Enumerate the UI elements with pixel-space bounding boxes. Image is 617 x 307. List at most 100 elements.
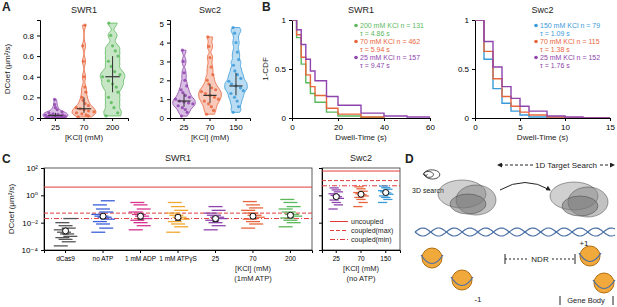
complex (562, 196, 598, 216)
point (47, 111, 50, 114)
tick: 5 (518, 118, 523, 132)
point (87, 104, 90, 107)
bracket (552, 259, 575, 260)
tick-mark (65, 250, 66, 253)
plot-frame (322, 168, 400, 250)
dna (415, 228, 615, 236)
axis: 00.20.40.60.8 (23, 21, 41, 124)
tick: 60 (426, 118, 435, 132)
tick (319, 168, 322, 169)
axis-title: [KCl] (mM) (235, 264, 271, 273)
point (379, 185, 388, 186)
tick-mark (37, 77, 40, 78)
tick-mark (167, 99, 170, 100)
tick-mark (384, 118, 385, 121)
point (182, 71, 185, 74)
quartile-range (235, 73, 236, 96)
tick-label: 2 (160, 76, 165, 85)
tick: 1 (160, 95, 170, 104)
point (239, 77, 242, 80)
point (114, 49, 117, 52)
axis-line (472, 21, 476, 119)
chart: CSWR110⁻⁴10⁻²10⁰10²dCas9no ATP1 mM ADP1 … (2, 152, 313, 283)
violin (100, 23, 125, 116)
point (180, 115, 183, 118)
tick-mark (319, 195, 322, 196)
tick-label: 0.5 (275, 65, 287, 74)
median (177, 100, 190, 101)
swirl (423, 170, 439, 179)
legend-label: coupled(min) (351, 236, 391, 244)
median (105, 76, 119, 77)
tick: 200 (106, 118, 120, 132)
tick-label: 10⁻⁴ (21, 246, 38, 255)
legend-label: 150 mM KCl n = 79 (540, 22, 600, 29)
nucleosome (422, 248, 442, 268)
point (85, 113, 88, 116)
point (227, 80, 230, 83)
quartile-range (55, 113, 56, 117)
point (183, 79, 186, 82)
tick-label: dCas9 (56, 255, 75, 262)
mean (212, 216, 218, 222)
tick: 10⁻⁴ (21, 246, 44, 255)
axis-line (293, 119, 431, 122)
axis-line (41, 169, 45, 251)
mean (100, 213, 106, 219)
tick-mark (37, 118, 40, 119)
point (243, 201, 257, 202)
arrow (600, 165, 614, 166)
tick-label: no ATP (93, 255, 114, 262)
tick-mark (252, 250, 253, 253)
point (168, 202, 182, 203)
point (212, 109, 215, 112)
tick: 150 (380, 250, 391, 262)
axis (319, 169, 323, 251)
tick-mark (235, 118, 236, 121)
tick-label: 3 (160, 58, 165, 67)
point (137, 225, 151, 226)
plot-area (322, 171, 400, 209)
diagram-label: -1 (474, 295, 482, 304)
point (381, 187, 390, 188)
tick-label: 25 (51, 123, 60, 132)
mean (63, 228, 69, 234)
point (204, 212, 218, 213)
legend-label: coupled(max) (351, 227, 393, 235)
point (166, 212, 180, 213)
axis-title: Dwell-Time (s) (517, 133, 569, 142)
tick: 25 (333, 250, 341, 262)
point (233, 69, 236, 72)
arrow (498, 165, 533, 166)
axis-line (289, 21, 293, 119)
bracket (575, 254, 576, 264)
tick-label: 60 (426, 123, 435, 132)
tick: 0.6 (23, 52, 40, 61)
point (91, 232, 105, 233)
point (93, 221, 107, 222)
dna-wrap (421, 255, 443, 264)
plot-area (44, 187, 312, 246)
point (236, 99, 239, 102)
point (63, 218, 77, 219)
point (231, 111, 234, 114)
plot-frame (44, 168, 312, 250)
violin (225, 28, 248, 113)
tick-mark (37, 35, 40, 36)
tick-mark (361, 250, 362, 253)
tick: no ATP (93, 250, 114, 262)
legend-label: 25 mM KCl n = 157 (360, 54, 420, 61)
tick-mark (41, 223, 44, 224)
axis-title: DCoef (μm²/s) (3, 43, 12, 94)
tick-label: 150 (380, 255, 391, 262)
legend-marker (354, 56, 358, 60)
tick-label: 1 (282, 16, 287, 25)
point (332, 189, 341, 190)
tick-mark (215, 250, 216, 253)
tick: 0 (160, 114, 170, 123)
tick-label: 70 (249, 255, 257, 262)
figure: ASWR100.20.40.60.82570200[KCl] (mM)DCoef… (0, 0, 617, 307)
tick: 15 (606, 118, 615, 132)
tick: 5 (160, 20, 170, 29)
title: SWR1 (348, 5, 374, 15)
